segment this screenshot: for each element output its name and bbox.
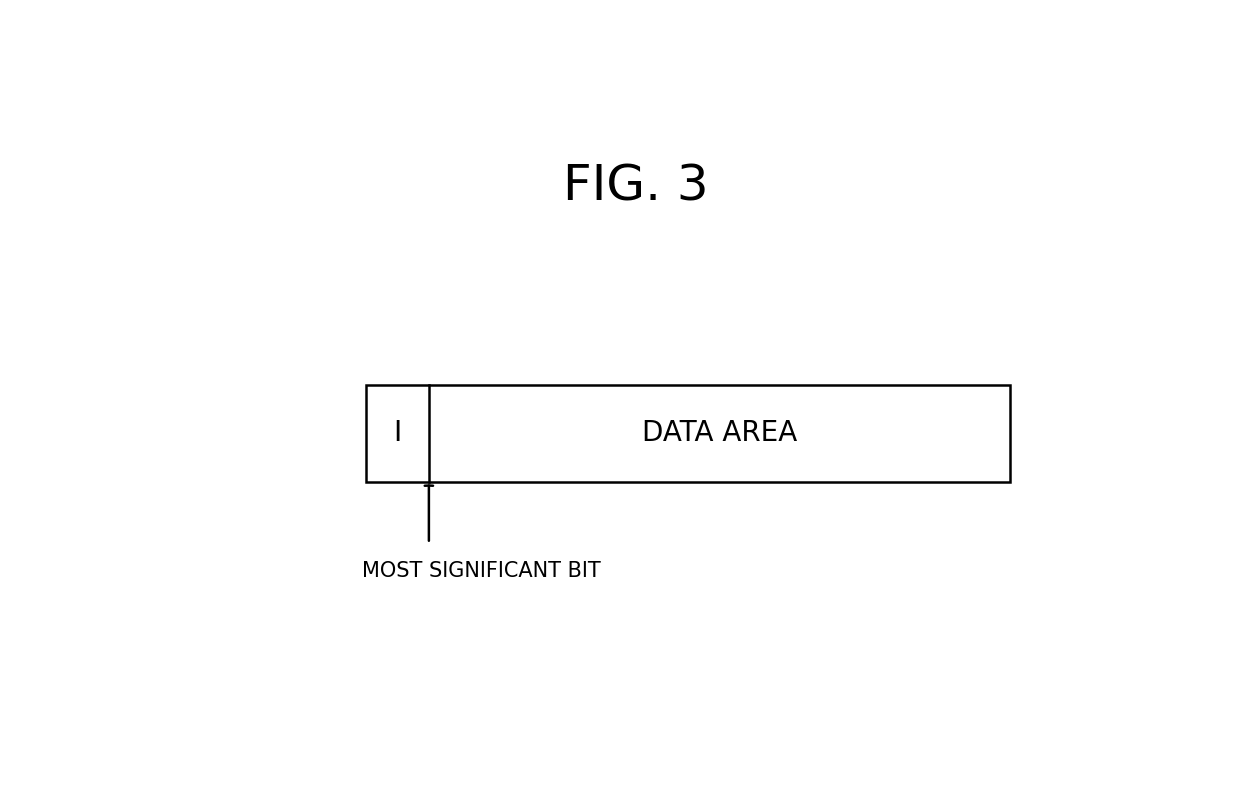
Text: I: I	[393, 419, 402, 447]
Text: MOST SIGNIFICANT BIT: MOST SIGNIFICANT BIT	[362, 562, 600, 581]
Text: FIG. 3: FIG. 3	[563, 163, 708, 210]
Bar	[367, 385, 1011, 481]
Text: DATA AREA: DATA AREA	[642, 419, 797, 447]
